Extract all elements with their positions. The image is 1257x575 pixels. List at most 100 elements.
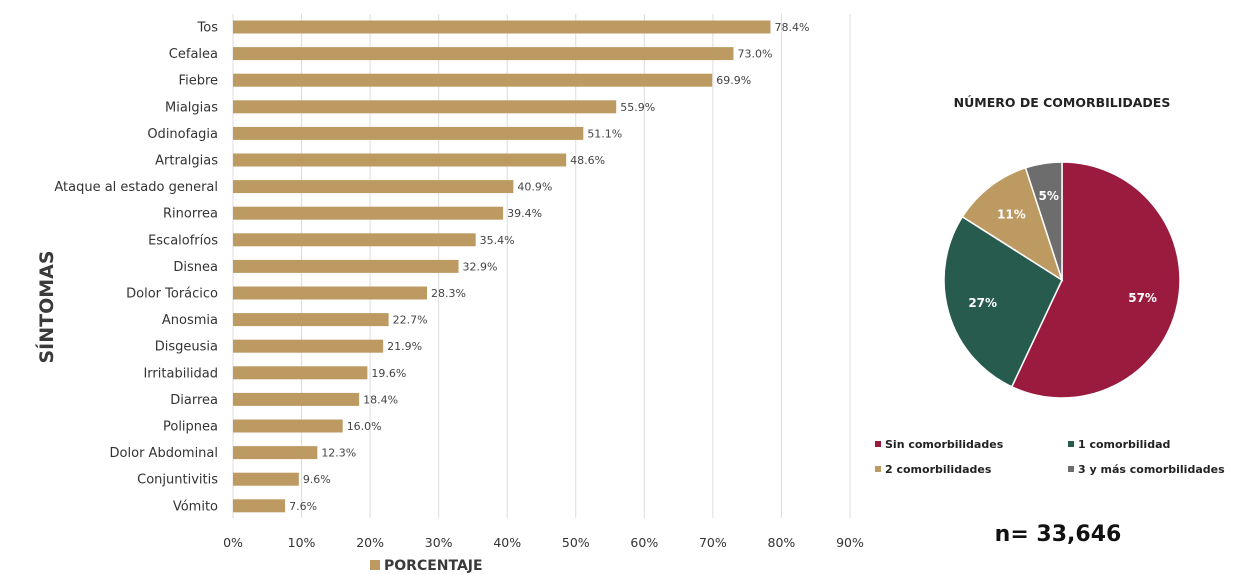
category-label: Vómito [173, 499, 218, 514]
symptoms-bar-chart: Tos Cefalea Fiebre Mialgias Odinofagia Artral… [35, 14, 864, 574]
pie-slice [961, 166, 1064, 282]
bar [233, 446, 318, 460]
pie-slice-label: 57% [1128, 291, 1157, 305]
category-label: Mialgias [165, 100, 218, 115]
bar [233, 20, 771, 34]
bar-value-label: 48.6% [570, 154, 605, 167]
bar-legend-label: PORCENTAJE [384, 558, 483, 574]
bar-value-label: 51.1% [587, 127, 622, 140]
bar-value-label: 28.3% [431, 287, 466, 300]
bar-value-label: 55.9% [620, 101, 655, 114]
category-label: Disgeusia [155, 340, 218, 355]
bar [233, 206, 504, 220]
pie-chart-title: NÚMERO DE COMORBILIDADES [954, 95, 1171, 110]
bar [233, 153, 567, 167]
pie-slice-label: 27% [968, 296, 997, 310]
category-label: Ataque al estado general [54, 180, 218, 195]
pie-chart-slice-labels: 57% 27% 11% 5% [968, 189, 1157, 310]
category-label: Artralgias [155, 154, 218, 169]
x-tick-label: 50% [562, 535, 590, 550]
x-tick-label: 30% [425, 535, 453, 550]
x-tick-label: 80% [768, 535, 796, 550]
bar-value-label: 39.4% [507, 207, 542, 220]
category-label: Diarrea [170, 393, 218, 408]
comorbidities-pie-chart: NÚMERO DE COMORBILIDADES 57% 27% 11% 5% Sin… [875, 95, 1225, 547]
x-tick-label: 90% [836, 535, 864, 550]
bar [233, 233, 476, 247]
category-label: Tos [197, 21, 219, 36]
category-label: Disnea [173, 260, 218, 275]
x-tick-label: 60% [630, 535, 658, 550]
x-tick-label: 10% [288, 535, 316, 550]
pie-legend-label: 2 comorbilidades [885, 463, 992, 476]
bar-chart-bars [233, 20, 771, 513]
bar-chart-value-labels: 78.4% 73.0% 69.9% 55.9% 51.1% 48.6% 40.9% 39.4%… [289, 21, 809, 513]
pie-slice [1024, 161, 1063, 281]
pie-slice-label: 11% [997, 208, 1026, 222]
bar-value-label: 21.9% [387, 340, 422, 353]
category-label: Dolor Torácico [126, 287, 218, 302]
category-label: Cefalea [169, 47, 218, 62]
bar [233, 259, 459, 273]
bar-chart-y-axis-label: SÍNTOMAS [35, 250, 58, 363]
bar-value-label: 35.4% [480, 234, 515, 247]
category-label: Conjuntivitis [137, 473, 218, 488]
pie-legend-swatch [875, 466, 881, 472]
bar [233, 180, 514, 194]
pie-legend-swatch [875, 441, 881, 447]
bar [233, 47, 734, 61]
bar [233, 366, 368, 380]
category-label: Escalofríos [148, 233, 218, 248]
bar [233, 73, 713, 87]
bar-value-label: 40.9% [517, 181, 552, 194]
category-label: Polipnea [163, 420, 218, 435]
category-label: Rinorrea [163, 207, 218, 222]
pie-slice [943, 215, 1063, 388]
category-label: Odinofagia [147, 127, 218, 142]
bar [233, 499, 286, 513]
x-tick-label: 70% [699, 535, 727, 550]
bar-value-label: 69.9% [716, 74, 751, 87]
pie-legend-swatch [1068, 441, 1074, 447]
pie-legend-swatch [1068, 466, 1074, 472]
bar [233, 392, 360, 406]
bar [233, 286, 428, 300]
bar-value-label: 22.7% [393, 314, 428, 327]
sample-size: n= 33,646 [995, 522, 1122, 547]
bar [233, 339, 384, 353]
pie-legend-label: 1 comorbilidad [1078, 438, 1170, 451]
bar [233, 126, 584, 140]
bar-chart-x-ticks: 0% 10% 20% 30% 40% 50% 60% 70% 80% 90% [223, 535, 864, 550]
bar-chart-category-labels: Tos Cefalea Fiebre Mialgias Odinofagia Artral… [54, 21, 218, 515]
bar-value-label: 32.9% [463, 260, 498, 273]
bar-chart-legend: PORCENTAJE [370, 558, 483, 574]
bar-value-label: 12.3% [321, 447, 356, 460]
pie-slice [1010, 161, 1181, 399]
pie-legend-label: 3 y más comorbilidades [1078, 463, 1225, 476]
bar [233, 100, 617, 114]
bar [233, 313, 389, 327]
bar [233, 419, 343, 433]
bar-value-label: 9.6% [303, 473, 331, 486]
pie-slice-label: 5% [1039, 189, 1059, 203]
pie-chart-legend: Sin comorbilidades 1 comorbilidad 2 comorb… [875, 438, 1225, 476]
bar [233, 472, 299, 486]
bar-value-label: 18.4% [363, 393, 398, 406]
bar-value-label: 16.0% [347, 420, 382, 433]
bar-value-label: 78.4% [774, 21, 809, 34]
x-tick-label: 0% [223, 535, 243, 550]
pie-legend-label: Sin comorbilidades [885, 438, 1004, 451]
x-tick-label: 40% [493, 535, 521, 550]
category-label: Anosmia [162, 313, 218, 328]
bar-chart-gridlines [232, 14, 851, 518]
bar-value-label: 73.0% [737, 48, 772, 61]
x-tick-label: 20% [356, 535, 384, 550]
bar-legend-swatch [370, 560, 380, 570]
bar-value-label: 19.6% [371, 367, 406, 380]
bar-value-label: 7.6% [289, 500, 317, 513]
category-label: Fiebre [179, 74, 218, 89]
category-label: Irritabilidad [143, 366, 218, 381]
category-label: Dolor Abdominal [110, 446, 218, 461]
pie-chart-slices [943, 161, 1181, 399]
